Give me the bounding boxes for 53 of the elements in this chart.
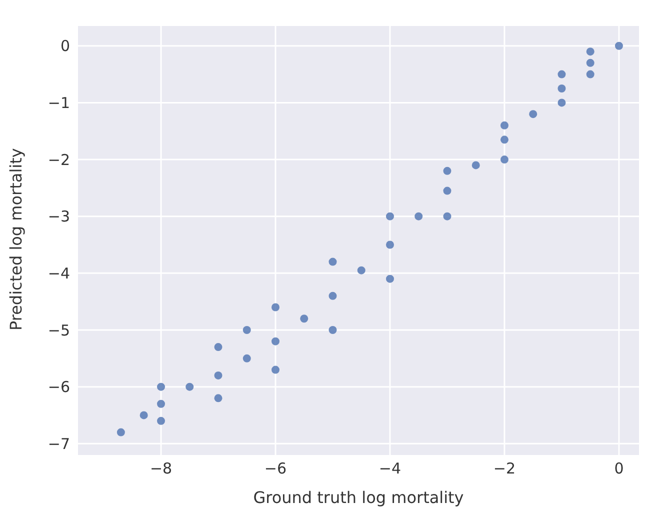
point [472, 161, 480, 170]
point [586, 48, 594, 56]
y-tick-label: −2 [48, 150, 70, 169]
y-tick-label: −4 [48, 264, 70, 282]
point [214, 343, 222, 352]
x-axis-title: Ground truth log mortality [253, 488, 464, 507]
point [328, 326, 337, 334]
x-tick-label: −4 [378, 460, 402, 478]
point [443, 212, 452, 220]
x-tick-label: −6 [264, 460, 287, 478]
point [558, 84, 566, 93]
point [214, 371, 222, 380]
point [500, 121, 508, 130]
point [214, 394, 222, 402]
point [300, 314, 308, 323]
y-axis-title: Predicted log mortality [6, 148, 26, 330]
point [614, 42, 623, 50]
point [357, 266, 366, 274]
point [157, 416, 166, 425]
point [586, 58, 594, 67]
point [386, 274, 394, 283]
x-tick-label: 0 [614, 460, 624, 478]
point [558, 70, 566, 78]
point [386, 240, 394, 249]
point [328, 258, 337, 266]
point [242, 326, 251, 334]
y-tick-label: 0 [60, 37, 70, 56]
point [242, 354, 251, 362]
point [500, 156, 508, 164]
x-tick-label: −2 [493, 460, 516, 478]
point [386, 212, 394, 220]
point [529, 110, 538, 118]
y-tick-label: −5 [48, 321, 70, 340]
point [140, 411, 148, 420]
point [443, 166, 452, 175]
point [586, 70, 594, 78]
point [157, 400, 166, 408]
y-tick-label: −6 [48, 378, 70, 396]
point [271, 366, 280, 374]
x-tick-label: −8 [150, 460, 172, 478]
point [328, 292, 337, 300]
y-tick-label: −1 [48, 94, 70, 112]
y-tick-label: −3 [48, 208, 70, 226]
point [157, 382, 166, 391]
point [500, 136, 508, 144]
point [271, 337, 280, 346]
point [414, 212, 423, 220]
point [443, 186, 452, 195]
y-tick-label: −7 [48, 434, 70, 453]
point [558, 98, 566, 107]
point [271, 303, 280, 312]
point [186, 382, 194, 391]
point [116, 428, 125, 436]
